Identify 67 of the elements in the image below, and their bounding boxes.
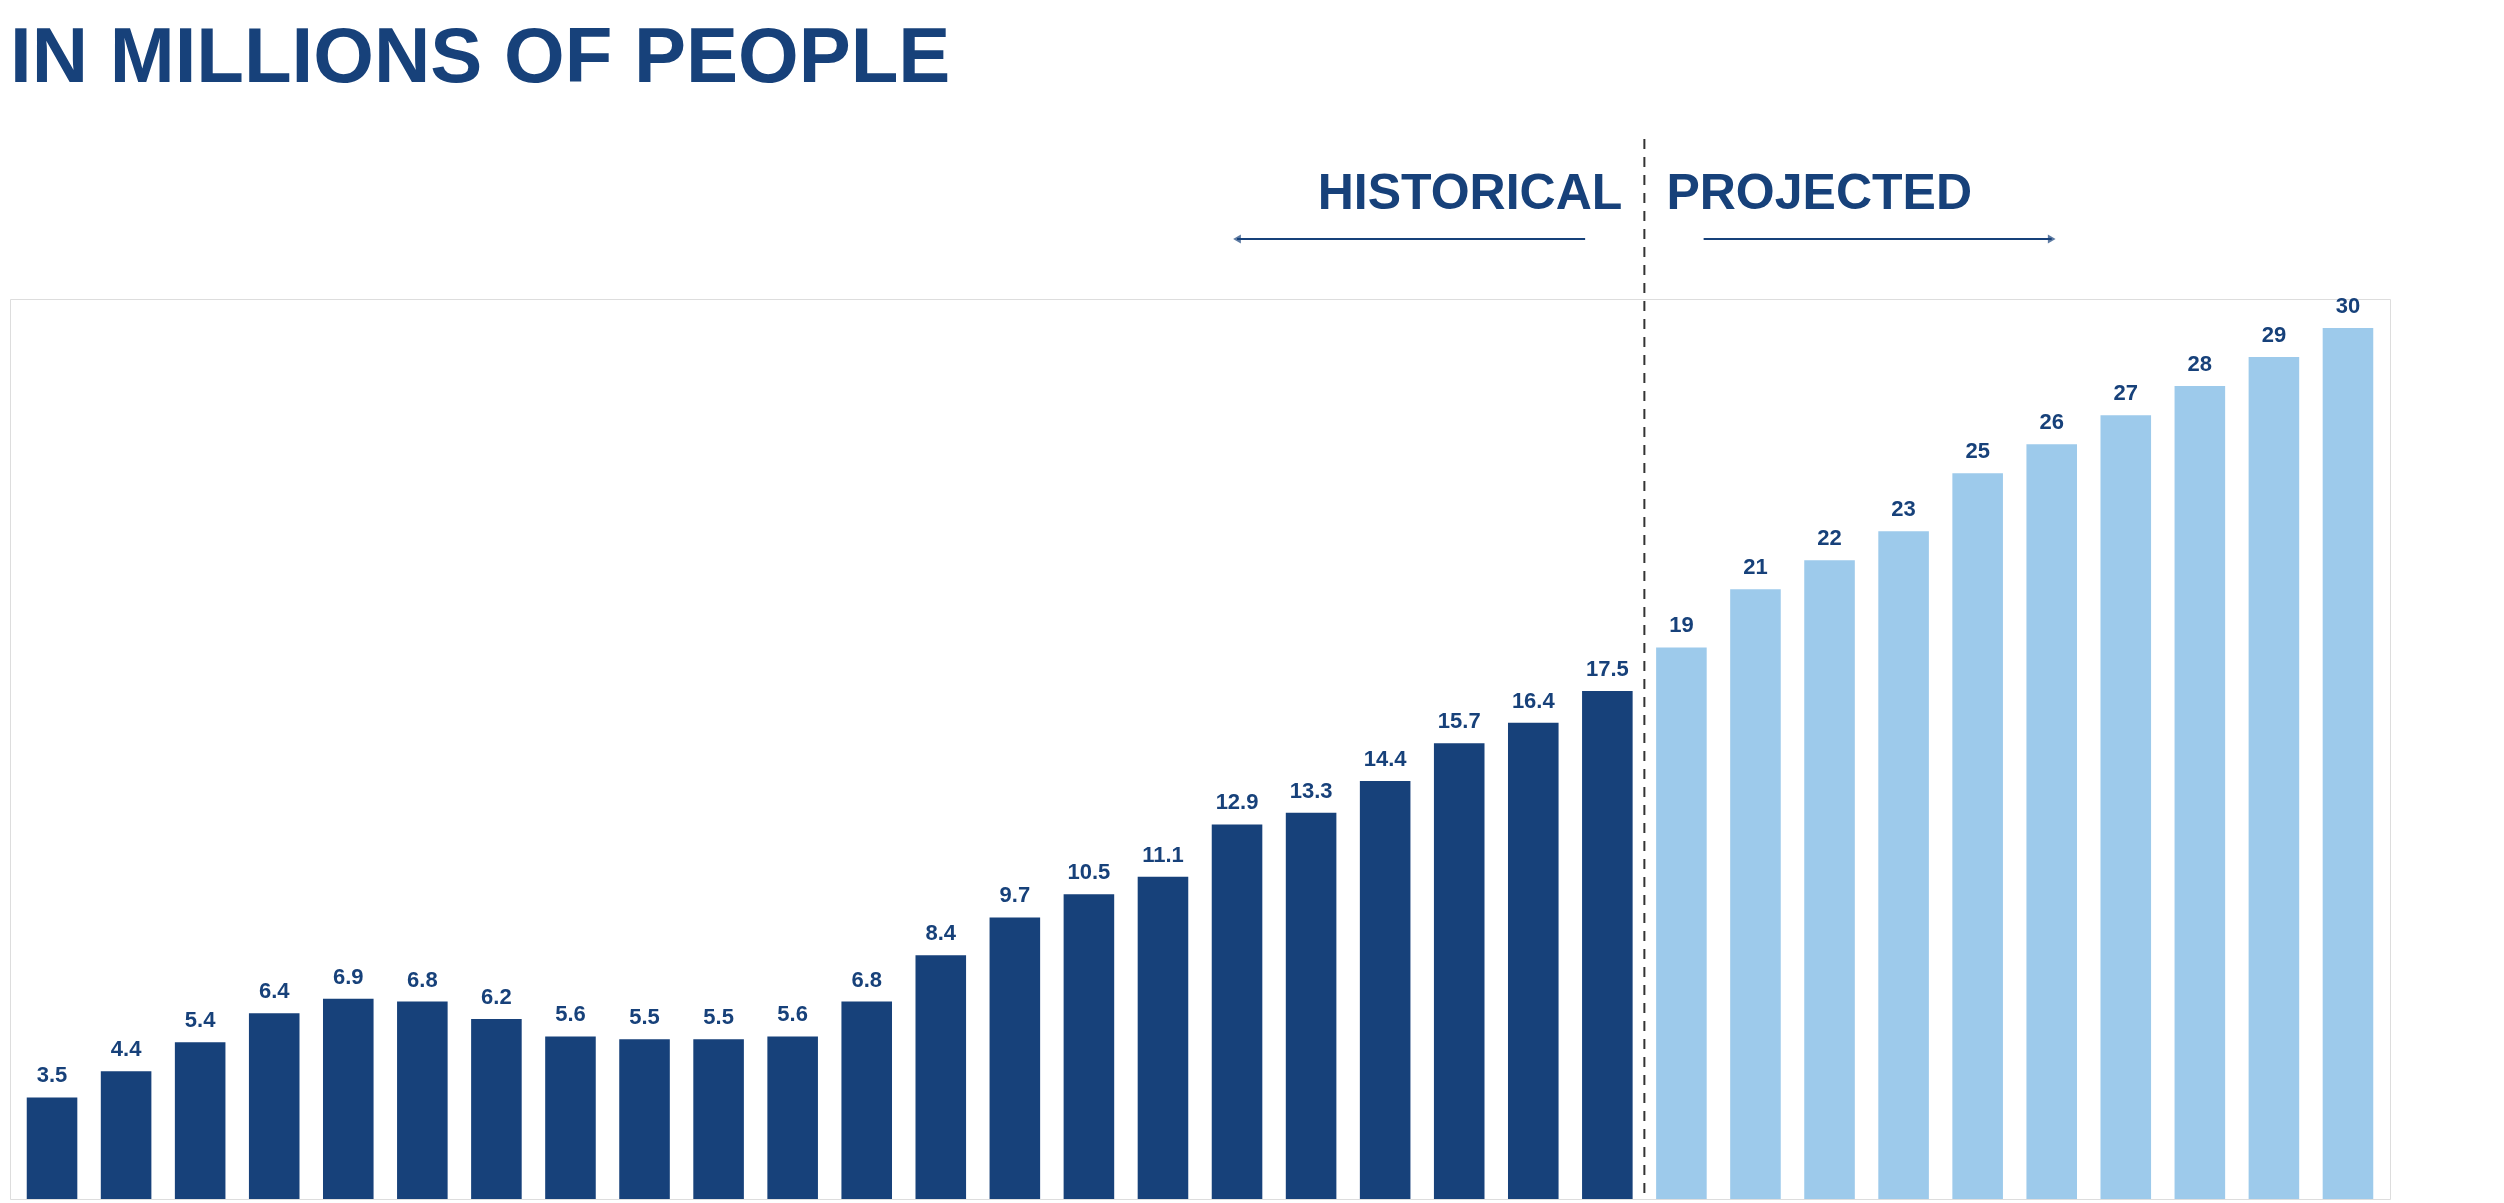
bar — [2100, 415, 2152, 1199]
bar — [1582, 690, 1633, 1199]
data-label: 5.6 — [555, 1001, 586, 1027]
data-label: 4.4 — [110, 1036, 143, 1062]
data-label: 3.5 — [36, 1062, 68, 1088]
data-label: 15.7 — [1437, 708, 1481, 734]
bar — [100, 1071, 152, 1199]
data-label: 5.5 — [703, 1004, 734, 1030]
data-label: 8.4 — [925, 920, 957, 946]
bar — [322, 998, 374, 1199]
bar — [619, 1039, 670, 1199]
bar — [915, 955, 967, 1199]
bar — [26, 1097, 78, 1199]
bar — [1730, 589, 1781, 1199]
bar — [989, 917, 1041, 1199]
data-label: 19 — [1669, 612, 1694, 638]
text: PROJECTED — [1666, 164, 1972, 220]
bar — [841, 1001, 893, 1199]
bar — [1878, 531, 1929, 1199]
bar — [397, 1001, 448, 1199]
bar — [1507, 722, 1559, 1199]
bar — [1804, 560, 1855, 1199]
data-label: 11.1 — [1142, 841, 1184, 867]
bar — [248, 1013, 300, 1199]
bar — [2174, 386, 2226, 1199]
bar — [2322, 328, 2374, 1199]
bar — [1211, 824, 1263, 1199]
data-label: 6.9 — [332, 963, 364, 989]
bar — [2026, 444, 2078, 1199]
chart-title: IN MILLIONS OF PEOPLE — [10, 11, 951, 99]
data-label: 26 — [2039, 409, 2064, 435]
bar — [1952, 473, 2003, 1199]
data-label: 25 — [1965, 438, 1990, 464]
bar — [1137, 876, 1189, 1199]
data-label: 12.9 — [1215, 789, 1259, 815]
data-label: 16.4 — [1511, 687, 1556, 713]
data-label: 5.5 — [629, 1004, 660, 1030]
bar — [1285, 812, 1337, 1199]
data-label: 21 — [1743, 554, 1768, 580]
data-label: 22 — [1817, 525, 1842, 551]
bar — [1433, 743, 1485, 1199]
data-label: 14.4 — [1363, 745, 1408, 771]
bar — [545, 1036, 596, 1199]
bar — [471, 1019, 522, 1199]
data-label: 5.4 — [184, 1007, 217, 1033]
data-label: 17.5 — [1585, 655, 1629, 681]
bar — [1359, 780, 1411, 1199]
data-label: 6.4 — [258, 978, 291, 1004]
data-label: 6.8 — [851, 966, 883, 992]
bar — [174, 1042, 226, 1199]
data-label: 29 — [2261, 322, 2287, 348]
data-label: 10.5 — [1067, 859, 1111, 885]
data-label: 13.3 — [1289, 777, 1333, 803]
data-label: 6.2 — [481, 984, 512, 1009]
data-label: 6.8 — [407, 966, 438, 992]
data-label: 23 — [1891, 496, 1916, 522]
data-label: 5.6 — [777, 1001, 808, 1027]
bar — [693, 1039, 744, 1199]
bar — [1656, 647, 1707, 1199]
data-label: 9.7 — [999, 882, 1031, 908]
data-label: 30 — [2335, 293, 2361, 319]
data-label: 28 — [2187, 351, 2213, 377]
data-label: 27 — [2113, 380, 2139, 406]
bar — [1063, 894, 1115, 1199]
text: HISTORICAL — [1317, 164, 1623, 220]
bar — [2248, 357, 2300, 1199]
bar — [767, 1036, 818, 1199]
